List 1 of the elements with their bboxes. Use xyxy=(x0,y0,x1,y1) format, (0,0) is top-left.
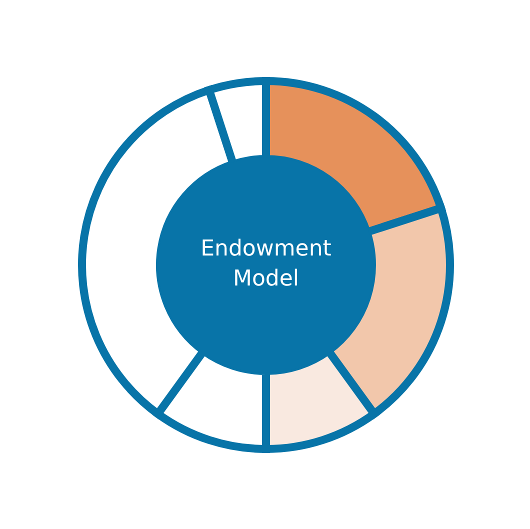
text: Endowment Model xyxy=(200,236,332,292)
